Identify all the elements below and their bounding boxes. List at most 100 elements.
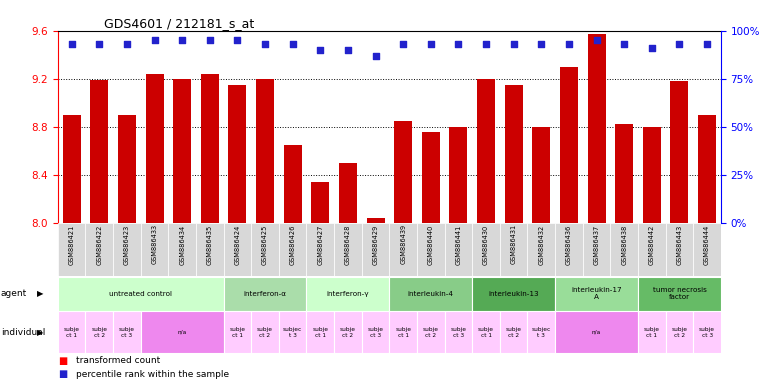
Bar: [417, 311, 445, 353]
Text: GDS4601 / 212181_s_at: GDS4601 / 212181_s_at: [104, 17, 254, 30]
Bar: [306, 223, 334, 276]
Bar: [118, 115, 136, 223]
Bar: [693, 311, 721, 353]
Bar: [284, 145, 301, 223]
Text: interleukin-13: interleukin-13: [488, 291, 539, 297]
Text: GSM886430: GSM886430: [483, 224, 489, 265]
Bar: [472, 223, 500, 276]
Text: ▶: ▶: [37, 328, 43, 337]
Bar: [140, 311, 224, 353]
Bar: [477, 79, 495, 223]
Text: GSM886431: GSM886431: [510, 224, 517, 265]
Bar: [58, 311, 86, 353]
Point: [176, 37, 188, 43]
Text: GSM886424: GSM886424: [234, 224, 241, 265]
Bar: [113, 311, 140, 353]
Bar: [643, 127, 661, 223]
Text: interferon-α: interferon-α: [244, 291, 287, 297]
Text: subje
ct 3: subje ct 3: [450, 327, 466, 338]
Point: [618, 41, 631, 47]
Bar: [638, 223, 665, 276]
Bar: [173, 79, 191, 223]
Bar: [422, 132, 439, 223]
Bar: [449, 127, 467, 223]
Bar: [665, 311, 693, 353]
Text: subje
ct 2: subje ct 2: [423, 327, 439, 338]
Bar: [505, 85, 523, 223]
Text: subje
ct 2: subje ct 2: [506, 327, 522, 338]
Text: GSM886432: GSM886432: [538, 224, 544, 265]
Text: n/a: n/a: [177, 329, 187, 335]
Bar: [560, 67, 578, 223]
Text: GSM886423: GSM886423: [124, 224, 130, 265]
Bar: [58, 223, 86, 276]
Text: subje
ct 3: subje ct 3: [699, 327, 715, 338]
Text: individual: individual: [1, 328, 45, 337]
Bar: [224, 223, 251, 276]
Bar: [389, 223, 417, 276]
Bar: [532, 127, 550, 223]
Text: GSM886439: GSM886439: [400, 224, 406, 265]
Text: subje
ct 2: subje ct 2: [91, 327, 107, 338]
Text: GSM886437: GSM886437: [594, 224, 600, 265]
Bar: [555, 277, 638, 311]
Bar: [279, 311, 306, 353]
Bar: [527, 223, 555, 276]
Point: [342, 47, 354, 53]
Bar: [693, 223, 721, 276]
Bar: [224, 311, 251, 353]
Bar: [555, 223, 583, 276]
Bar: [113, 223, 140, 276]
Text: GSM886444: GSM886444: [704, 224, 710, 265]
Point: [397, 41, 409, 47]
Bar: [86, 223, 113, 276]
Bar: [146, 74, 163, 223]
Text: GSM886442: GSM886442: [649, 224, 655, 265]
Text: subjec
t 3: subjec t 3: [283, 327, 302, 338]
Point: [673, 41, 685, 47]
Bar: [445, 223, 472, 276]
Text: subje
ct 1: subje ct 1: [478, 327, 494, 338]
Text: untreated control: untreated control: [109, 291, 172, 297]
Bar: [140, 223, 168, 276]
Point: [93, 41, 106, 47]
Point: [204, 37, 216, 43]
Point: [259, 41, 271, 47]
Bar: [334, 311, 362, 353]
Text: subje
ct 1: subje ct 1: [230, 327, 245, 338]
Bar: [362, 311, 389, 353]
Bar: [665, 223, 693, 276]
Bar: [588, 34, 605, 223]
Bar: [638, 277, 721, 311]
Text: transformed count: transformed count: [76, 356, 160, 365]
Text: subje
ct 1: subje ct 1: [312, 327, 328, 338]
Bar: [366, 218, 385, 223]
Text: subje
ct 1: subje ct 1: [644, 327, 660, 338]
Bar: [306, 277, 389, 311]
Bar: [417, 223, 445, 276]
Bar: [615, 124, 633, 223]
Text: ■: ■: [59, 356, 68, 366]
Text: GSM886427: GSM886427: [318, 224, 323, 265]
Bar: [389, 277, 472, 311]
Bar: [62, 115, 81, 223]
Point: [121, 41, 133, 47]
Bar: [334, 223, 362, 276]
Bar: [228, 85, 247, 223]
Point: [231, 37, 244, 43]
Text: interleukin-4: interleukin-4: [408, 291, 454, 297]
Point: [563, 41, 575, 47]
Text: GSM886426: GSM886426: [290, 224, 295, 265]
Bar: [671, 81, 689, 223]
Bar: [339, 163, 357, 223]
Text: subje
ct 2: subje ct 2: [340, 327, 356, 338]
Text: GSM886421: GSM886421: [69, 224, 75, 265]
Text: percentile rank within the sample: percentile rank within the sample: [76, 370, 229, 379]
Text: subje
ct 3: subje ct 3: [368, 327, 383, 338]
Text: ▶: ▶: [37, 289, 43, 298]
Point: [507, 41, 520, 47]
Bar: [500, 311, 527, 353]
Bar: [472, 311, 500, 353]
Bar: [311, 182, 329, 223]
Text: GSM886428: GSM886428: [345, 224, 351, 265]
